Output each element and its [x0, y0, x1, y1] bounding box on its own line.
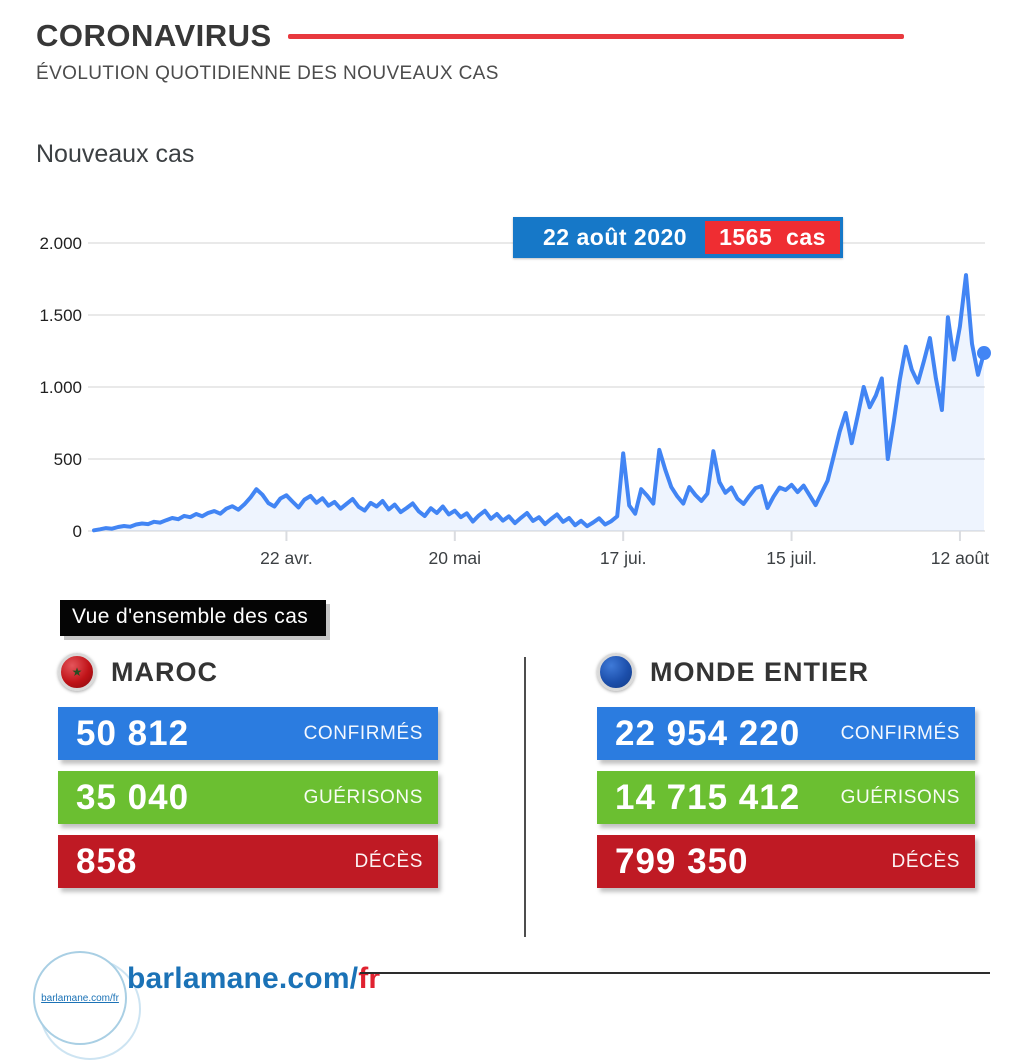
logo-text: barlamane.com/fr [41, 992, 119, 1004]
stat-value: 799 350 [615, 841, 749, 881]
footer: barlamane.com/fr barlamane.com/fr [0, 920, 1024, 1060]
column-title-monde: MONDE ENTIER [650, 656, 870, 687]
stat-bar-recovered-monde: 14 715 412 GUÉRISONS [597, 771, 975, 824]
chart-title: Nouveaux cas [36, 140, 195, 168]
page-title: CORONAVIRUS [36, 18, 272, 53]
svg-text:17 jui.: 17 jui. [600, 548, 647, 568]
stat-value: 14 715 412 [615, 777, 801, 817]
site-url: barlamane.com/fr [127, 962, 381, 995]
stat-bar-confirmed-monde: 22 954 220 CONFIRMÉS [597, 707, 975, 760]
svg-text:22 avr.: 22 avr. [260, 548, 313, 568]
stat-value: 50 812 [76, 713, 190, 753]
column-title-maroc: MAROC [111, 656, 218, 687]
chart-tooltip: 22 août 2020 1565 cas [513, 217, 843, 258]
stat-bar-confirmed-maroc: 50 812 CONFIRMÉS [58, 707, 438, 760]
tooltip-value: 1565 [719, 224, 773, 250]
svg-text:2.000: 2.000 [39, 234, 82, 253]
stat-label: GUÉRISONS [840, 786, 960, 808]
stat-label: CONFIRMÉS [303, 722, 423, 744]
svg-text:0: 0 [73, 522, 82, 541]
tooltip-unit: cas [786, 224, 826, 250]
footer-rule-line [360, 972, 990, 974]
stat-value: 22 954 220 [615, 713, 801, 753]
stat-label: DÉCÈS [354, 850, 423, 872]
svg-text:500: 500 [54, 450, 82, 469]
title-accent-line [287, 33, 904, 39]
chart-canvas: 0 500 1.000 1.500 2.000 22 avr. 20 mai 17 jui. 1… [39, 234, 991, 568]
stat-value: 858 [76, 841, 138, 881]
header: CORONAVIRUS ÉVOLUTION QUOTIDIENNE DES NO… [36, 18, 964, 85]
infographic-page: CORONAVIRUS ÉVOLUTION QUOTIDIENNE DES NO… [0, 18, 1024, 1060]
tooltip-date: 22 août 2020 [543, 224, 688, 250]
stat-bar-deaths-monde: 799 350 DÉCÈS [597, 835, 975, 888]
tooltip-value-badge: 1565 cas [705, 221, 840, 254]
overview-section-label: Vue d'ensemble des cas [60, 600, 327, 636]
svg-text:12 août: 12 août [931, 548, 990, 568]
svg-text:1.500: 1.500 [39, 306, 82, 325]
stat-bar-deaths-maroc: 858 DÉCÈS [58, 835, 438, 888]
barlamane-logo: barlamane.com/fr [33, 951, 127, 1045]
globe-icon [597, 653, 635, 691]
page-subtitle: ÉVOLUTION QUOTIDIENNE DES NOUVEAUX CAS [36, 63, 499, 84]
svg-text:1.000: 1.000 [39, 378, 82, 397]
new-cases-line-chart: 0 500 1.000 1.500 2.000 22 avr. 20 mai 17 jui. 1… [36, 210, 996, 570]
stat-label: GUÉRISONS [303, 786, 423, 808]
stat-label: CONFIRMÉS [840, 722, 960, 744]
column-maroc: ★ MAROC 50 812 CONFIRMÉS 35 040 GUÉRISON… [58, 648, 438, 899]
stat-label: DÉCÈS [891, 850, 960, 872]
stat-value: 35 040 [76, 777, 190, 817]
morocco-flag-icon: ★ [58, 653, 96, 691]
column-monde-entier: MONDE ENTIER 22 954 220 CONFIRMÉS 14 715… [597, 648, 975, 899]
column-divider [524, 657, 526, 937]
stat-bar-recovered-maroc: 35 040 GUÉRISONS [58, 771, 438, 824]
star-icon: ★ [71, 665, 83, 679]
svg-text:15 juil.: 15 juil. [766, 548, 817, 568]
svg-text:20 mai: 20 mai [429, 548, 482, 568]
